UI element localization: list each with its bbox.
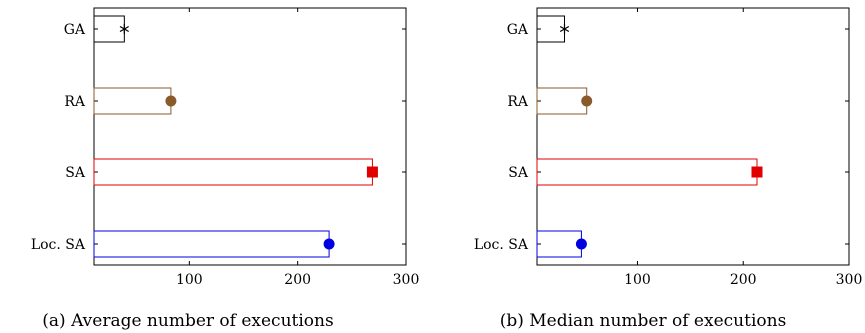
chart-panel-2: 100 200 300 GA RA SA Loc. SA (b) Median number … [474, 7, 863, 331]
bar [93, 87, 172, 115]
data-point-circle [575, 238, 587, 250]
axis-frame [536, 7, 850, 266]
bar [536, 87, 588, 115]
data-point-circle [323, 238, 335, 250]
y-tick-label: Loc. SA [474, 237, 529, 253]
y-tick-label: SA [65, 165, 86, 181]
x-tick-label: 200 [284, 272, 311, 288]
panel-caption: (a) Average number of executions [42, 311, 333, 331]
data-point-square [751, 166, 763, 178]
x-tick-label: 100 [176, 272, 203, 288]
bar [536, 15, 565, 43]
y-tick-label: GA [507, 22, 529, 38]
panel-caption: (b) Median number of executions [500, 311, 787, 331]
bar [93, 15, 125, 43]
y-tick-label: RA [507, 94, 529, 110]
data-point-star [559, 24, 570, 34]
data-point-circle [165, 95, 177, 107]
y-tick-label: RA [64, 94, 86, 110]
bar [93, 230, 330, 258]
data-point-square [366, 166, 378, 178]
y-tick-label: GA [64, 22, 86, 38]
x-tick-label: 300 [393, 272, 420, 288]
axis-frame [93, 7, 407, 266]
bar [536, 158, 758, 186]
y-tick-label: Loc. SA [31, 237, 86, 253]
x-tick-label: 100 [624, 272, 651, 288]
x-tick-label: 200 [730, 272, 757, 288]
chart-panel-1: 100 200 300 GA RA SA Loc. SA (a) Average number… [31, 7, 420, 331]
data-point-circle [581, 95, 593, 107]
y-tick-label: SA [508, 165, 529, 181]
data-point-star [119, 24, 129, 34]
x-tick-label: 300 [836, 272, 863, 288]
bar [536, 230, 582, 258]
bar [93, 158, 373, 186]
